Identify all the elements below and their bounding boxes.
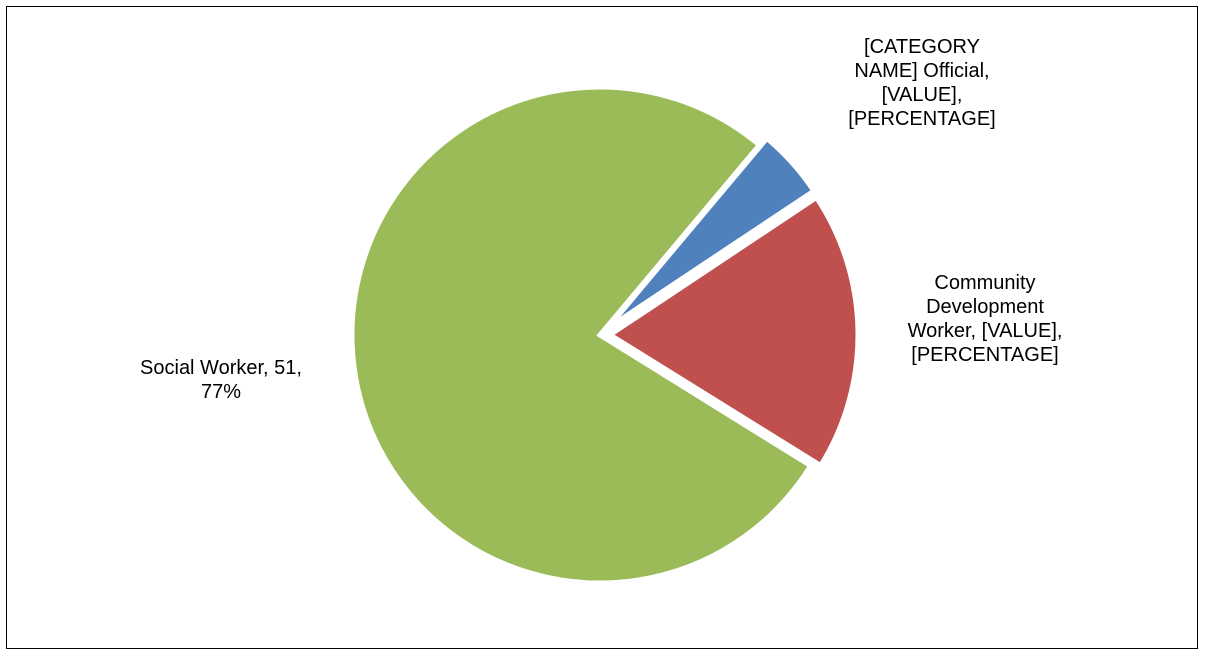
pie-slices [349,84,861,586]
data-label-line: 77% [201,381,241,403]
data-label-line: [CATEGORY [864,36,980,58]
pie-slice-category-name-official [605,134,818,331]
data-label-line: Community [934,272,1035,294]
pie-data-labels: [CATEGORY NAME] Official, [VALUE], [PERCENT… [140,36,1062,403]
data-label-1: [CATEGORY NAME] Official, [VALUE], [PERCENT… [848,36,995,130]
data-label-line: [PERCENTAGE] [848,108,995,130]
data-label-line: NAME] Official, [854,60,989,82]
data-label-3: Social Worker, 51, 77% [140,357,302,403]
data-label-line: [VALUE], [882,84,963,106]
data-label-2: Community Development Worker, [VALUE], [PER… [908,272,1063,366]
data-label-line: [PERCENTAGE] [911,344,1058,366]
data-label-line: Worker, [VALUE], [908,320,1063,342]
data-label-line: Social Worker, 51, [140,357,302,379]
data-label-line: Development [926,296,1044,318]
pie-slice-community-development-worker [605,194,861,470]
pie-slice-social-worker [349,84,815,586]
